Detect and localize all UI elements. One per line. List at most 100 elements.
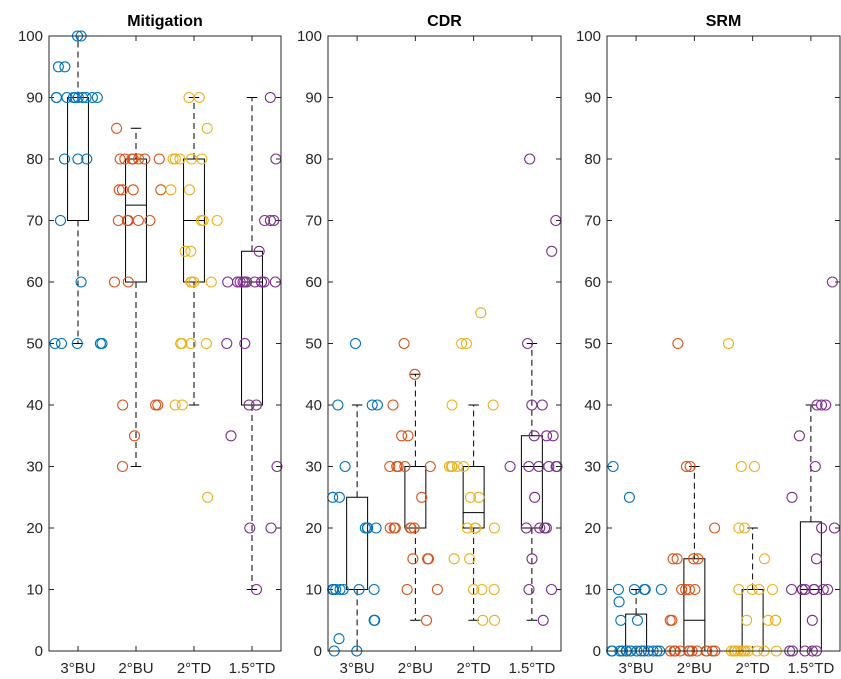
data-point <box>268 214 280 227</box>
data-point <box>392 460 404 473</box>
data-point <box>334 583 346 596</box>
data-point <box>117 399 129 411</box>
data-point <box>349 337 362 350</box>
data-point <box>504 460 516 473</box>
data-point <box>366 399 378 411</box>
data-point <box>766 583 779 596</box>
data-point <box>165 184 177 196</box>
box <box>625 613 648 652</box>
y-tick-label: 50 <box>305 336 322 353</box>
data-point <box>195 214 208 227</box>
data-point <box>250 583 263 596</box>
data-point <box>55 337 68 350</box>
data-point <box>239 337 251 350</box>
y-tick-label: 40 <box>305 397 322 414</box>
data-point <box>185 245 197 257</box>
chart-title: SRM <box>706 13 742 30</box>
data-point <box>205 276 217 288</box>
data-point <box>234 276 246 288</box>
data-point <box>241 276 253 288</box>
data-point <box>153 153 165 165</box>
y-tick-label: 30 <box>584 459 601 476</box>
data-point <box>748 460 761 473</box>
data-point <box>526 553 538 565</box>
x-tick-label: 2°BU <box>118 660 153 677</box>
data-point <box>231 276 244 288</box>
data-point <box>86 91 98 104</box>
data-point <box>672 337 684 350</box>
data-point <box>523 583 535 596</box>
y-tick-label: 80 <box>584 151 601 168</box>
y-tick-label: 70 <box>584 213 601 230</box>
data-point <box>786 583 798 596</box>
data-point <box>61 91 73 104</box>
data-point <box>689 583 701 596</box>
box <box>404 466 427 529</box>
y-tick-label: 20 <box>584 520 601 537</box>
box <box>346 496 369 590</box>
data-point <box>409 368 421 380</box>
data-point <box>49 337 61 350</box>
data-point <box>371 399 383 411</box>
data-point <box>133 153 145 165</box>
data-point <box>808 583 820 596</box>
data-point <box>816 522 828 534</box>
data-point <box>540 522 552 534</box>
data-point <box>108 276 121 288</box>
data-point <box>59 61 71 73</box>
data-point <box>174 153 186 165</box>
data-point <box>520 522 532 534</box>
data-point <box>221 337 233 350</box>
data-point <box>183 91 195 104</box>
data-point <box>67 91 79 104</box>
data-point <box>722 337 735 350</box>
data-point <box>739 522 751 534</box>
data-point <box>431 583 443 596</box>
panel-srm: SRM 0 10 20 30 40 50 60 70 80 90 100 3°BU 2°BU 2°TD 1.5… <box>576 13 841 677</box>
data-point <box>169 399 181 411</box>
panel-cdr: CDR 0 10 20 30 40 50 60 70 80 90 100 3°BU 2°BU 2°TD 1.5… <box>297 13 563 677</box>
data-point <box>201 122 213 134</box>
x-tick-label: 1.5°TD <box>508 660 555 677</box>
data-point <box>461 522 473 534</box>
data-point <box>469 522 481 534</box>
data-point <box>255 276 268 288</box>
data-point <box>264 91 276 104</box>
data-point <box>384 460 396 473</box>
data-point <box>52 61 64 73</box>
data-point <box>126 153 138 165</box>
data-point <box>815 399 828 411</box>
data-point <box>464 491 477 503</box>
y-tick-label: 70 <box>305 213 322 230</box>
box <box>67 97 89 221</box>
data-point <box>458 460 470 473</box>
data-point <box>244 522 256 534</box>
data-point <box>753 583 765 596</box>
data-point <box>422 553 435 565</box>
data-point <box>402 430 414 442</box>
data-point <box>612 583 624 596</box>
y-tick-label: 0 <box>35 643 43 660</box>
data-point <box>655 583 667 596</box>
data-point <box>443 460 456 473</box>
data-point <box>71 337 83 350</box>
x-tick-label: 2°BU <box>398 660 433 677</box>
y-tick-label: 30 <box>305 459 322 476</box>
y-tick-label: 30 <box>26 459 43 476</box>
y-tick-label: 50 <box>584 336 601 353</box>
x-tick-label: 1.5°TD <box>787 660 834 677</box>
data-point <box>80 91 92 104</box>
data-point <box>666 614 678 626</box>
data-point <box>175 337 187 350</box>
data-point <box>793 430 805 442</box>
data-point <box>671 553 683 565</box>
data-point <box>607 460 619 473</box>
x-tick-label: 2°BU <box>677 660 712 677</box>
panel-mitigation: Mitigation 0 10 20 30 40 50 60 70 80 90 100 3°BU 2°BU… <box>18 13 283 677</box>
box <box>125 158 147 283</box>
y-tick-label: 0 <box>314 643 322 660</box>
data-point <box>456 337 468 350</box>
data-point <box>398 337 410 350</box>
data-point <box>524 153 536 165</box>
data-point <box>253 245 265 257</box>
